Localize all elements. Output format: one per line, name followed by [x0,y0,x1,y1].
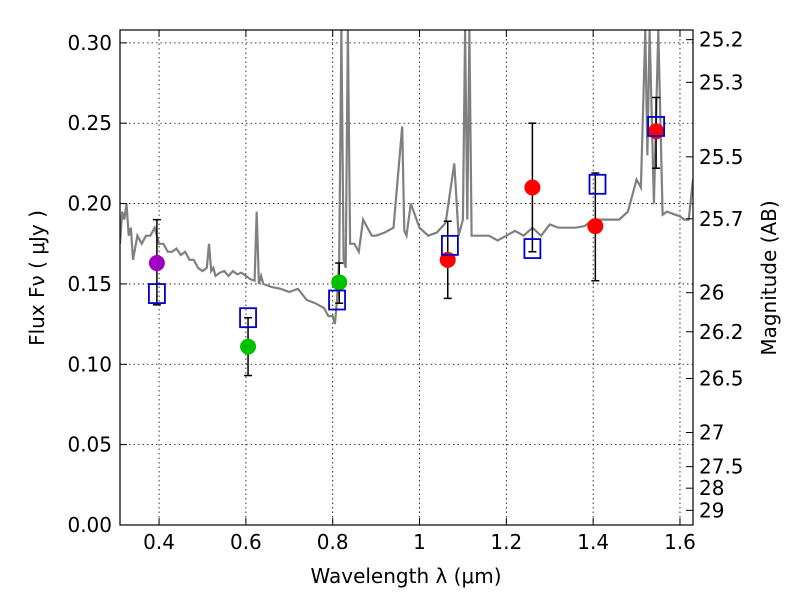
spectrum-layer [120,30,693,325]
right-tick-label: 26 [699,281,724,305]
y-tick-label: 0.25 [67,111,112,135]
model-photometry-square [239,307,257,329]
right-tick-label: 26.5 [699,366,744,390]
right-tick-label: 29 [699,498,724,522]
x-tick-label: 0.6 [230,530,262,554]
y-tick-label: 0.05 [67,433,112,457]
observed-point [439,251,456,268]
right-tick-label: 26.2 [699,320,744,344]
y-tick-label: 0.20 [67,192,112,216]
observed-point [331,274,348,291]
x-tick-label: 0.4 [143,530,175,554]
y-tick-label: 0.15 [67,272,112,296]
x-tick-label: 1.6 [664,530,696,554]
x-tick-label: 1.2 [490,530,522,554]
model-photometry-square [647,116,666,137]
x-tick-label: 1 [413,530,426,554]
observed-points [148,123,665,355]
observed-point [648,123,665,140]
right-tick-label: 25.5 [699,145,744,169]
y-axis-label: Flux Fν ( μJy ) [25,210,49,346]
right-tick-label: 27.5 [699,455,744,479]
model-photometry-square [441,234,459,256]
right-tick-label: 25.2 [699,28,744,52]
model-photometry-square [147,283,166,304]
model-photometry-squares [147,116,666,329]
right-tick-label: 25.7 [699,207,744,231]
right-tick-label: 27 [699,421,724,445]
model-spectrum-line [120,30,693,325]
y-tick-label: 0.10 [67,352,112,376]
observed-point [240,338,257,355]
y-tick-label: 0.30 [67,31,112,55]
x-axis-label: Wavelength λ (μm) [310,564,501,588]
grid [120,30,693,526]
y-tick-label: 0.00 [67,513,112,537]
right-tick-label: 28 [699,476,724,500]
right-axis-label: Magnitude (AB) [757,200,781,355]
axes: 0.4 0.6 0.8 1 1.2 1.4 1.6 0.00 0.05 0.10 0.15 0.20 0… [67,28,743,554]
model-photometry-square [523,238,542,259]
observed-point [524,179,541,196]
observed-point [587,218,604,235]
model-photometry-square [328,289,346,311]
x-tick-label: 0.8 [317,530,349,554]
x-tick-label: 1.4 [577,530,609,554]
plot-frame [119,29,694,526]
right-tick-label: 25.3 [699,70,744,94]
observed-point [148,255,165,272]
model-photometry-square [588,173,607,195]
